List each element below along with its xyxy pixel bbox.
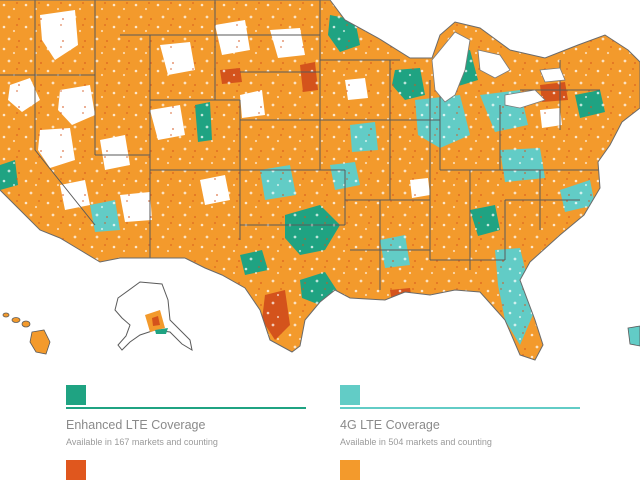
great-lakes: [431, 31, 566, 109]
lte-4g-rule: [340, 407, 580, 409]
hawaii-islands: [2, 312, 51, 355]
dark-orange-swatch: [66, 460, 86, 480]
lte-4g-swatch: [340, 385, 360, 405]
coverage-map: [0, 0, 640, 361]
us-map-outline: [0, 0, 640, 360]
enhanced-lte-swatch: [66, 385, 86, 405]
orange-swatch: [340, 460, 360, 480]
enhanced-lte-title: Enhanced LTE Coverage: [66, 418, 206, 432]
lte-4g-subtitle: Available in 504 markets and counting: [340, 437, 492, 447]
alaska-shape: [114, 281, 193, 352]
us-outline-border: [0, 0, 640, 361]
lte-4g-title: 4G LTE Coverage: [340, 418, 440, 432]
enhanced-lte-rule: [66, 407, 306, 409]
enhanced-lte-subtitle: Available in 167 markets and counting: [66, 437, 218, 447]
puerto-rico-shape: [627, 325, 640, 347]
